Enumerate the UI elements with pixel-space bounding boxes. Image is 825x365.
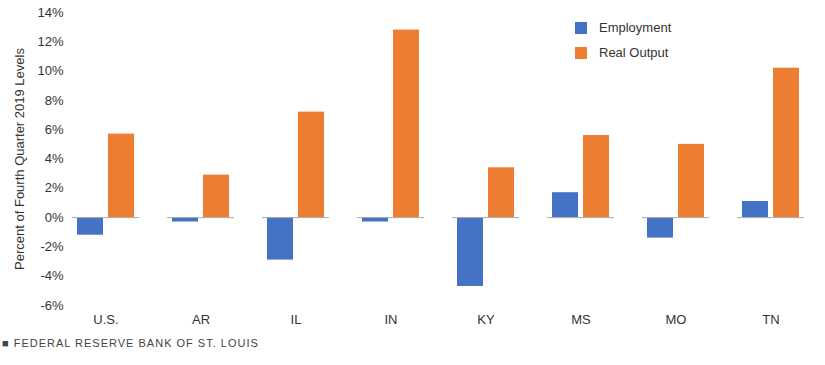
svg-text:4%: 4% — [45, 151, 64, 166]
svg-text:AR: AR — [192, 312, 210, 327]
svg-text:IN: IN — [385, 312, 398, 327]
svg-text:-2%: -2% — [40, 239, 64, 254]
svg-text:8%: 8% — [45, 93, 64, 108]
svg-text:IL: IL — [291, 312, 302, 327]
svg-text:Percent of Fourth Quarter 2019: Percent of Fourth Quarter 2019 Levels — [12, 48, 27, 270]
svg-text:MS: MS — [571, 312, 591, 327]
html-text:Employment: Employment — [599, 20, 672, 35]
svg-text:TN: TN — [762, 312, 779, 327]
svg-text:0%: 0% — [45, 210, 64, 225]
svg-text:12%: 12% — [37, 34, 63, 49]
svg-text:U.S.: U.S. — [93, 312, 118, 327]
svg-text:6%: 6% — [45, 122, 64, 137]
svg-text:-6%: -6% — [40, 298, 64, 313]
svg-text:MO: MO — [666, 312, 687, 327]
html-text:Real Output: Real Output — [599, 45, 669, 60]
svg-text:10%: 10% — [37, 63, 63, 78]
svg-text:14%: 14% — [37, 5, 63, 20]
svg-text:-4%: -4% — [40, 268, 64, 283]
svg-text:KY: KY — [477, 312, 495, 327]
svg-text:2%: 2% — [45, 180, 64, 195]
html-text:■ FEDERAL RESERVE BANK OF ST.: ■ FEDERAL RESERVE BANK OF ST. LOUIS — [2, 337, 259, 349]
